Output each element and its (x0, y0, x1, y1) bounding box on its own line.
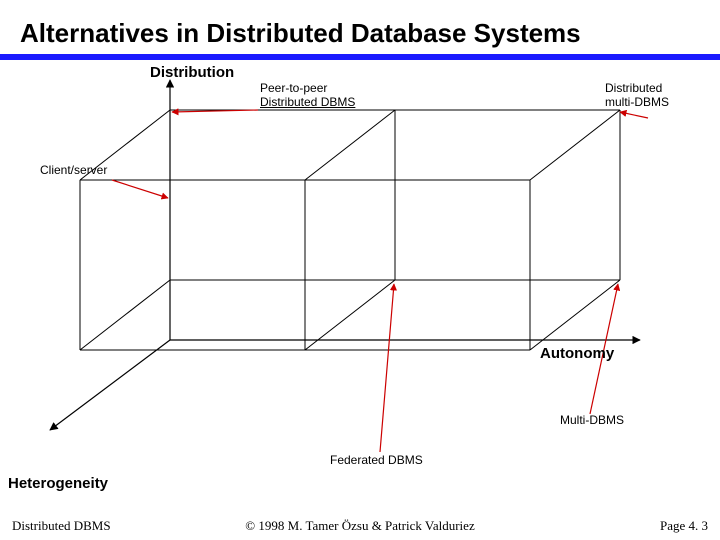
callout-distributed-multi-l1: Distributed (605, 81, 662, 95)
axis-label-distribution: Distribution (150, 64, 234, 81)
footer-center: © 1998 M. Tamer Özsu & Patrick Valduriez (0, 518, 720, 534)
callout-peer-to-peer-l1: Peer-to-peer (260, 81, 327, 95)
callout-federated: Federated DBMS (330, 453, 423, 467)
cube-wireframe (80, 110, 620, 350)
callout-peer-to-peer-l2: Distributed DBMS (260, 95, 355, 109)
footer-right: Page 4. 3 (660, 518, 708, 534)
axis-label-heterogeneity: Heterogeneity (8, 475, 108, 492)
axes (50, 80, 640, 430)
callout-multi-dbms: Multi-DBMS (560, 413, 624, 427)
callout-distributed-multi-l2: multi-DBMS (605, 95, 669, 109)
axis-label-autonomy: Autonomy (540, 345, 614, 362)
callout-client-server: Client/server (40, 163, 107, 177)
callout-arrows (112, 110, 648, 452)
slide: Alternatives in Distributed Database Sys… (0, 0, 720, 540)
